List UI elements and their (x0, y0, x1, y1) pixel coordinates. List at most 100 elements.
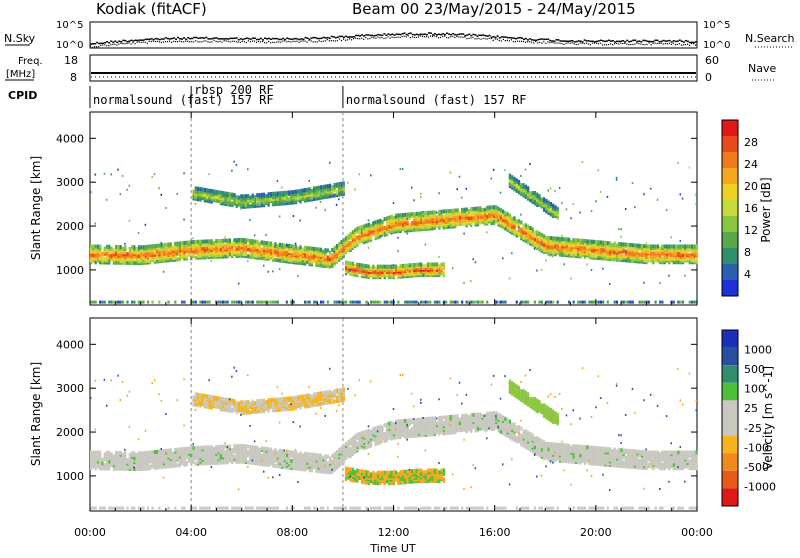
power-cell (486, 206, 488, 210)
nsky-point (505, 36, 507, 38)
nsky-label: N.Sky (4, 32, 36, 45)
power-cell (181, 301, 183, 304)
velocity-cell (220, 445, 222, 449)
power-cell (181, 252, 183, 256)
power-cell (202, 247, 204, 251)
power-cell (400, 264, 402, 268)
velocity-cell (136, 453, 138, 457)
power-cell (513, 216, 515, 220)
nsearch-point (592, 42, 593, 43)
nsky-point (576, 41, 578, 43)
power-cell (482, 215, 484, 219)
power-cell (129, 220, 131, 222)
nsearch-point (191, 41, 192, 42)
nsearch-point (497, 39, 498, 40)
velocity-cell (181, 461, 183, 465)
nsearch-point (282, 41, 283, 42)
nsky-point (483, 34, 485, 36)
power-cell (320, 185, 322, 189)
power-cell (233, 193, 235, 197)
velocity-cell (231, 407, 233, 411)
power-cell (315, 247, 317, 251)
power-cell (691, 259, 693, 263)
nsky-point (167, 38, 169, 40)
power-cell (293, 201, 295, 205)
nsearch-point (371, 37, 372, 38)
nsearch-point (549, 42, 550, 43)
power-cell (459, 212, 461, 216)
power-cell (208, 239, 210, 243)
power-cell (206, 301, 208, 304)
nsky-point (681, 40, 683, 42)
nsky-point (383, 33, 385, 35)
power-cell (117, 261, 119, 265)
nsky-point (108, 42, 110, 44)
power-cell (554, 190, 556, 192)
velocity-cell (247, 445, 249, 449)
nsky-point (652, 41, 654, 43)
nsky-point (195, 37, 197, 39)
velocity-cell (110, 453, 112, 457)
power-cell (140, 245, 142, 249)
power-cell (543, 208, 545, 212)
power-cell (302, 193, 304, 195)
power-cell (195, 240, 197, 244)
power-cell (186, 255, 188, 259)
power-cell (459, 176, 461, 178)
velocity-cell (129, 426, 131, 428)
power-cell (313, 186, 315, 190)
velocity-cell (202, 393, 204, 397)
power-cell (427, 225, 429, 229)
velocity-cell (213, 447, 215, 451)
nsearch-point (612, 44, 613, 45)
power-cell (577, 301, 579, 304)
nsky-point (209, 38, 211, 40)
power-cell (641, 244, 643, 248)
nsky-point (622, 40, 624, 42)
power-cell (272, 249, 274, 253)
power-cell (438, 269, 440, 273)
nsky-point (217, 38, 219, 40)
nsearch-point (183, 41, 184, 42)
power-cell (470, 301, 472, 304)
power-cell (425, 211, 427, 215)
nsky-point (215, 37, 217, 39)
nsearch-point (483, 38, 484, 39)
nsky-point (464, 35, 466, 37)
power-cell (648, 257, 650, 261)
power-cell (438, 222, 440, 226)
power-cell (573, 203, 575, 205)
velocity-cell (227, 407, 229, 411)
power-cell (666, 244, 668, 248)
nsearch-point (537, 42, 538, 43)
nsky-point (555, 39, 557, 41)
nsky-point (349, 36, 351, 38)
power-cell (240, 252, 242, 256)
nsky-point (173, 37, 175, 39)
nsearch-point (679, 43, 680, 44)
power-cell (689, 167, 691, 169)
power-cell (227, 253, 229, 257)
power-cell (349, 232, 351, 236)
nsky-point (357, 35, 359, 37)
power-cell (309, 187, 311, 191)
power-cell (286, 247, 288, 251)
power-cell (452, 301, 454, 304)
nsearch-point (610, 43, 611, 44)
nsky-point (278, 39, 280, 41)
power-cell (306, 301, 308, 304)
nsky-point (294, 38, 296, 40)
power-cell (299, 256, 301, 260)
nsearch-point (145, 42, 146, 43)
power-cell (206, 252, 208, 256)
power-cell (375, 270, 377, 274)
power-cell (204, 240, 206, 244)
power-cell (309, 250, 311, 254)
nsky-point (270, 38, 272, 40)
power-cell (101, 252, 103, 256)
nsearch-point (598, 43, 599, 44)
nsearch-point (325, 40, 326, 41)
power-cell (411, 221, 413, 225)
nsky-point (238, 39, 240, 41)
